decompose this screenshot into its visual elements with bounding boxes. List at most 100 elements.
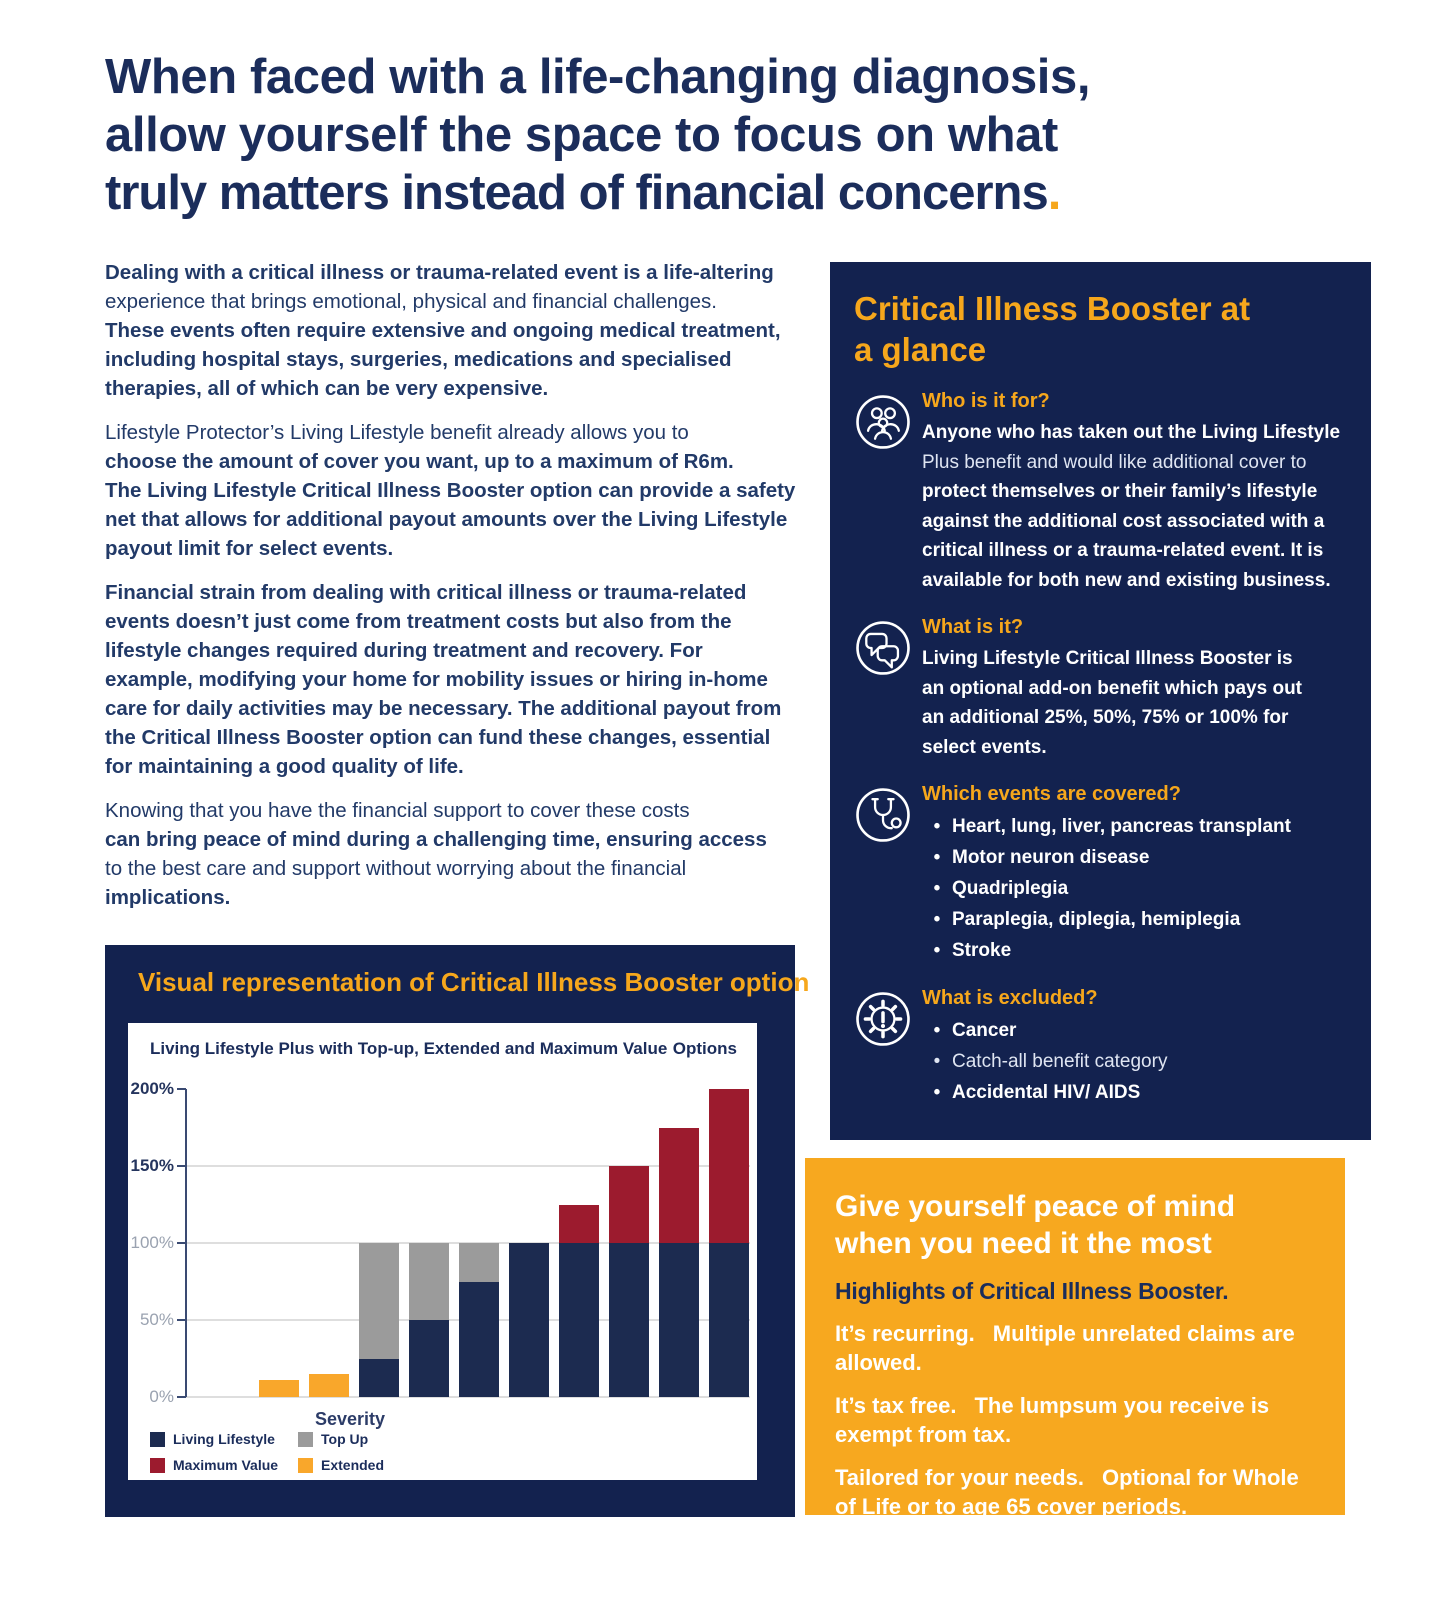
legend-swatch-extended bbox=[298, 1457, 313, 1473]
legend-label: Top Up bbox=[321, 1431, 369, 1447]
intro-line: example, modifying your home for mobilit… bbox=[105, 668, 768, 691]
intro-line: Financial strain from dealing with criti… bbox=[105, 581, 747, 604]
bar-9-segment-maximum-value bbox=[659, 1127, 699, 1243]
highlight-item-text: Optional for Whole of Life or to age 65 … bbox=[835, 1465, 1299, 1519]
headline-line-1: When faced with a life-changing diagnosi… bbox=[105, 50, 1091, 104]
highlight-item-lead: It’s tax free. bbox=[835, 1393, 957, 1418]
headline-accent-period: . bbox=[1047, 166, 1062, 220]
intro-line: choose the amount of cover you want, up … bbox=[105, 450, 734, 473]
gridline-150pct bbox=[185, 1165, 750, 1167]
stethoscope-icon bbox=[854, 783, 922, 966]
glance-bullet-item: • Paraplegia, diplegia, hemiplegia bbox=[922, 904, 1347, 935]
bullet-dot: • bbox=[933, 847, 941, 868]
y-axis-label-150: 150% bbox=[130, 1156, 174, 1175]
intro-line: including hospital stays, surgeries, med… bbox=[105, 348, 732, 371]
legend-item-maximum-value: Maximum Value bbox=[150, 1457, 278, 1473]
glance-bullet-item: • Motor neuron disease bbox=[922, 842, 1347, 873]
glance-bullet-item: • Stroke bbox=[922, 935, 1347, 966]
intro-line: payout limit for select events. bbox=[105, 537, 394, 560]
bar-8-segment-maximum-value bbox=[609, 1166, 649, 1243]
legend-label: Maximum Value bbox=[173, 1457, 279, 1473]
intro-line: to the best care and support without wor… bbox=[105, 857, 687, 880]
bar-7-segment-living-lifestyle bbox=[559, 1243, 599, 1397]
glance-bullet-item: • Catch-all benefit category bbox=[922, 1046, 1347, 1077]
y-axis-tick-150 bbox=[177, 1165, 186, 1167]
glance-section: Who is it for? Anyone who has taken out t… bbox=[854, 390, 1347, 595]
intro-line: These events often require extensive and… bbox=[105, 319, 781, 342]
chart-title-options: Options bbox=[672, 1039, 737, 1058]
glance-section-heading: What is it? bbox=[922, 616, 1024, 638]
glance-section-line: Plus benefit and would like additional c… bbox=[922, 451, 1307, 473]
glance-bullet-text: Catch-all benefit category bbox=[952, 1051, 1168, 1072]
bullet-dot: • bbox=[933, 878, 941, 899]
bar-1-segment-extended bbox=[259, 1380, 299, 1397]
highlight-item-text: The lumpsum you receive is exempt from t… bbox=[835, 1393, 1270, 1447]
highlight-item: Tailored for your needs. Optional for Who… bbox=[835, 1463, 1317, 1521]
y-axis-label-100: 100% bbox=[130, 1233, 174, 1252]
legend-swatch-top-up bbox=[298, 1431, 313, 1447]
legend-swatch-maximum-value bbox=[150, 1457, 165, 1473]
bullet-dot: • bbox=[933, 1020, 941, 1041]
intro-line: care for daily activities may be necessa… bbox=[105, 697, 782, 720]
glance-bullet-item: • Heart, lung, liver, pancreas transplant bbox=[922, 811, 1347, 842]
legend-swatch-living-lifestyle bbox=[150, 1431, 165, 1447]
y-axis-tick-50 bbox=[177, 1319, 186, 1321]
legend-item-extended: Extended bbox=[298, 1457, 384, 1473]
glance-section-line: Living Lifestyle Critical Illness Booste… bbox=[922, 648, 1293, 669]
y-axis-line bbox=[185, 1089, 187, 1397]
page-title: When faced with a life-changing diagnosi… bbox=[105, 48, 1405, 222]
glance-section-line: select events. bbox=[922, 736, 1047, 758]
chart-title: Living Lifestyle Plus with Top-up, Exten… bbox=[150, 1039, 668, 1058]
glance-section-line: an optional add-on benefit which pays ou… bbox=[922, 677, 1302, 699]
bar-5-segment-living-lifestyle bbox=[459, 1281, 499, 1397]
glance-bullet-text: Motor neuron disease bbox=[952, 847, 1150, 868]
glance-bullet-text: Cancer bbox=[952, 1020, 1017, 1041]
glance-section-body: What is excluded? • Cancer • Catch-all benef… bbox=[922, 987, 1347, 1108]
intro-line: implications. bbox=[105, 886, 231, 909]
glance-bullet-text: Stroke bbox=[952, 940, 1012, 961]
intro-paragraph: Lifestyle Protector’s Living Lifestyle b… bbox=[105, 418, 825, 563]
bullet-dot: • bbox=[933, 1082, 941, 1103]
bar-3-segment-top-up bbox=[359, 1243, 399, 1359]
chart-plot-area: Living Lifestyle Plus with Top-up, Exten… bbox=[128, 1023, 757, 1480]
bar-6-segment-living-lifestyle bbox=[509, 1243, 549, 1397]
glance-section-heading: Which events are covered? bbox=[922, 783, 1181, 805]
family-icon bbox=[854, 390, 922, 595]
intro-line: Lifestyle Protector’s Living Lifestyle b… bbox=[105, 421, 689, 444]
intro-line: net that allows for additional payout am… bbox=[105, 508, 788, 531]
bullet-dot: • bbox=[933, 1051, 941, 1072]
headline-line-2: allow yourself the space to focus on wha… bbox=[105, 108, 1058, 162]
bar-7-segment-maximum-value bbox=[559, 1204, 599, 1243]
legend-item-living-lifestyle: Living Lifestyle bbox=[150, 1431, 275, 1447]
legend-label: Living Lifestyle bbox=[173, 1431, 275, 1447]
y-axis-tick-100 bbox=[177, 1242, 186, 1244]
glance-section-line: Anyone who has taken out the Living Life… bbox=[922, 422, 1341, 443]
bar-4-segment-top-up bbox=[409, 1243, 449, 1320]
legend-item-top-up: Top Up bbox=[298, 1431, 368, 1447]
glance-bullet-text: Accidental HIV/ AIDS bbox=[952, 1082, 1141, 1103]
glance-bullet-item: • Accidental HIV/ AIDS bbox=[922, 1077, 1347, 1108]
glance-bullet-text: Heart, lung, liver, pancreas transplant bbox=[952, 816, 1291, 837]
chart-caption: Visual representation of Critical Illnes… bbox=[138, 967, 810, 997]
bar-5-segment-top-up bbox=[459, 1243, 499, 1282]
glance-section-line: an additional 25%, 50%, 75% or 100% for bbox=[922, 707, 1289, 728]
highlights-heading-line-1: Give yourself peace of mind bbox=[835, 1190, 1236, 1223]
intro-line: can bring peace of mind during a challen… bbox=[105, 828, 767, 851]
glance-title-line-1: Critical Illness Booster at bbox=[854, 290, 1251, 327]
bullet-dot: • bbox=[933, 940, 941, 961]
highlight-item-lead: It’s recurring. bbox=[835, 1321, 975, 1346]
intro-paragraph: Dealing with a critical illness or traum… bbox=[105, 258, 825, 403]
bar-2-segment-extended bbox=[309, 1373, 349, 1397]
glance-bullet-item: • Cancer bbox=[922, 1015, 1347, 1046]
y-axis-label-200: 200% bbox=[130, 1079, 174, 1098]
glance-section: What is excluded? • Cancer • Catch-all benef… bbox=[854, 987, 1347, 1108]
glance-section-line: against the additional cost associated w… bbox=[922, 510, 1325, 532]
intro-line: experience that brings emotional, physic… bbox=[105, 290, 717, 313]
bar-9-segment-living-lifestyle bbox=[659, 1243, 699, 1397]
glance-panel: Critical Illness Booster at a glance Who… bbox=[830, 262, 1371, 1140]
glance-section-body: What is it? Living Lifestyle Critical Ill… bbox=[922, 616, 1347, 762]
gear-alert-icon bbox=[854, 987, 922, 1108]
bullet-dot: • bbox=[933, 816, 941, 837]
glance-title-line-2: a glance bbox=[854, 331, 987, 368]
